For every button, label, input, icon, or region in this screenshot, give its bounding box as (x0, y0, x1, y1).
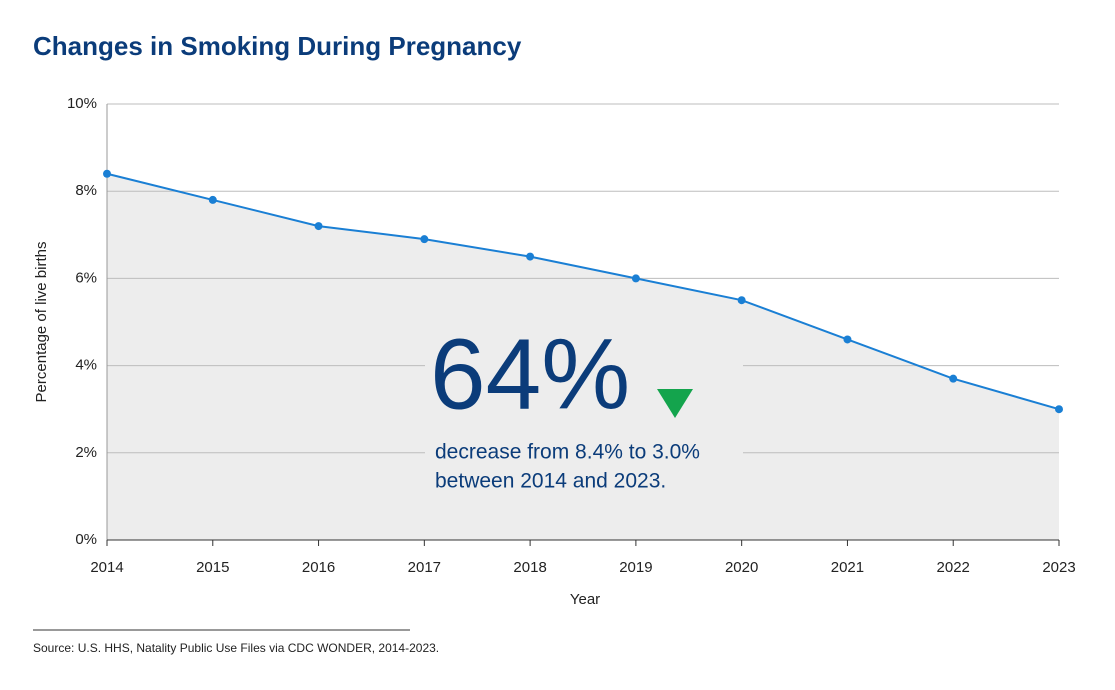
x-tick-label: 2016 (302, 559, 335, 576)
x-tick-label: 2020 (725, 559, 758, 576)
y-axis-label: Percentage of live births (33, 242, 50, 403)
x-tick-label: 2017 (408, 559, 441, 576)
annotation-text: between 2014 and 2023. (435, 470, 666, 493)
x-tick-label: 2014 (90, 559, 123, 576)
point (103, 169, 111, 178)
point (420, 235, 429, 244)
y-tick-label: 10% (67, 95, 97, 112)
y-tick-label: 4% (75, 357, 97, 374)
annotation-headline: 64% (430, 318, 630, 430)
point (526, 252, 535, 261)
down-arrow (657, 389, 693, 418)
chart-title: Changes in Smoking During Pregnancy (33, 31, 522, 61)
x-tick-label: 2022 (937, 559, 970, 576)
y-tick-label: 0% (75, 531, 97, 548)
point (737, 296, 746, 305)
source: Source: U.S. HHS, Natality Public Use Fi… (33, 641, 439, 655)
point (314, 222, 323, 231)
point (631, 274, 640, 283)
y-tick-label: 6% (75, 269, 97, 286)
x-tick-label: 2019 (619, 559, 652, 576)
line (106, 172, 1060, 411)
point (1055, 405, 1063, 414)
point (949, 374, 958, 383)
x-tick-label: 2018 (513, 559, 546, 576)
x-tick-label: 2015 (196, 559, 229, 576)
y-tick-label: 8% (75, 182, 97, 199)
annotation-text: decrease from 8.4% to 3.0% (435, 441, 700, 464)
point (208, 195, 217, 204)
x-tick-label: 2021 (831, 559, 864, 576)
x-axis-label: Year (570, 591, 600, 608)
x-tick-label: 2023 (1042, 559, 1075, 576)
point (843, 335, 852, 344)
annotation-backdrop (425, 330, 743, 500)
y-tick-label: 2% (75, 444, 97, 461)
